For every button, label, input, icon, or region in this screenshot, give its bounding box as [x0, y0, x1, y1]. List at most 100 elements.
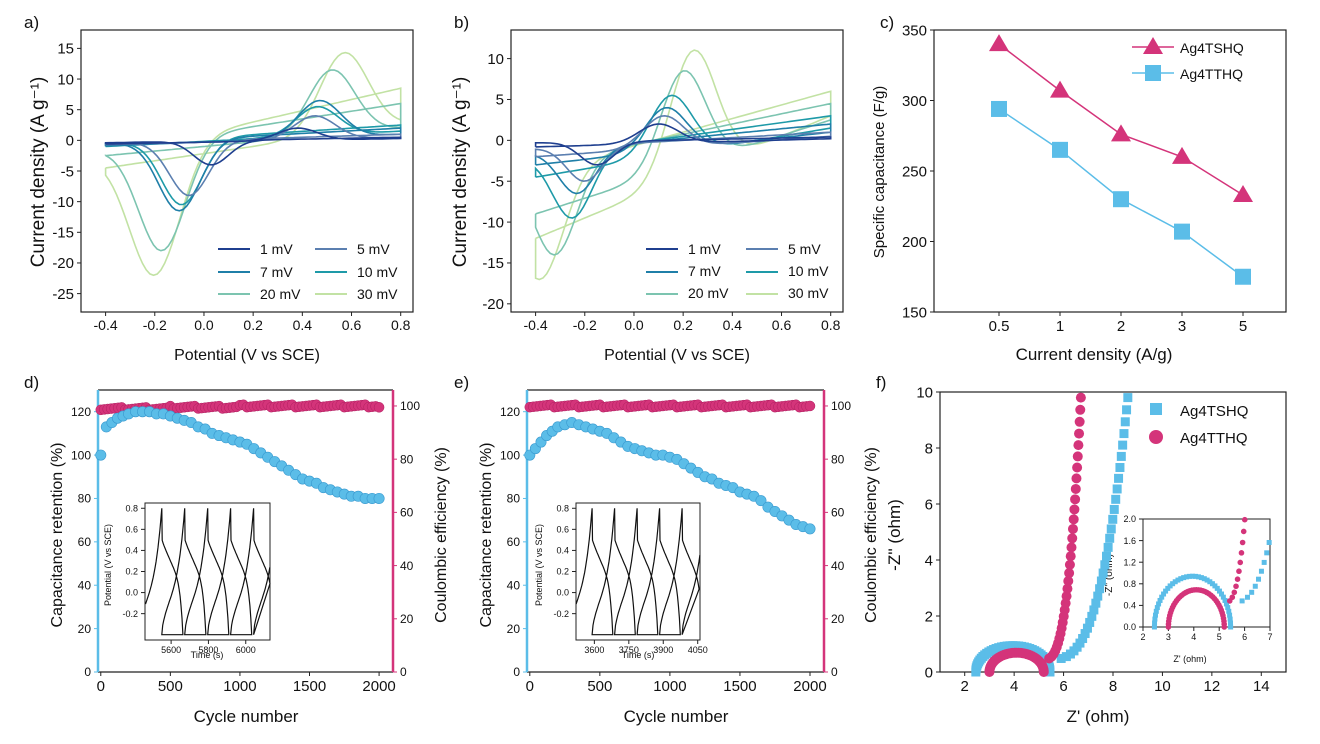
inset-f-xlabel: Z' (ohm)	[1173, 654, 1206, 664]
y-tick-label: 4	[925, 552, 933, 569]
cv-line-7mV	[104, 99, 402, 212]
inset-d-ylabel: Potential (V vs SCE)	[103, 524, 113, 606]
eis-point	[1106, 524, 1116, 534]
y-tick-label: -20	[52, 255, 74, 272]
retention-point	[804, 523, 816, 535]
x-tick-label: 8	[1109, 678, 1117, 695]
y-tick-left-label: 0	[84, 665, 91, 679]
legend-c-2: Ag4TTHQ	[1180, 66, 1243, 82]
legend-b-3: 7 mV	[688, 263, 721, 279]
eis-point	[1074, 428, 1085, 439]
y-tick-right-label: 40	[831, 559, 845, 573]
inset-y-tick-label: 0.4	[556, 546, 569, 556]
x-tick-label: 0.4	[293, 317, 313, 333]
inset-eis-point	[1239, 539, 1246, 546]
y-tick-right-label: 60	[831, 506, 845, 520]
panel-e-ylabel-right: Coulombic efficiency (%)	[863, 447, 880, 623]
inset-y-tick-label: -0.2	[122, 609, 138, 619]
data-point	[1050, 80, 1070, 98]
inset-y-tick-label: -0.2	[553, 609, 569, 619]
inset-eis-point	[1226, 608, 1232, 614]
legend-b-4: 10 mV	[788, 263, 829, 279]
x-tick-label: 12	[1204, 678, 1221, 695]
inset-y-tick-label: 0.0	[125, 588, 138, 598]
y-tick-label: 300	[902, 93, 927, 110]
inset-eis-point	[1172, 579, 1178, 585]
x-tick-label: 6	[1059, 678, 1067, 695]
inset-x-tick-label: 6000	[236, 645, 256, 655]
eis-point	[1119, 429, 1129, 439]
legend-a-4: 10 mV	[357, 264, 398, 280]
inset-gcd-line	[575, 508, 701, 636]
inset-eis-point	[1175, 577, 1181, 583]
x-tick-label: 2	[1117, 318, 1125, 335]
panel-f-ylabel: -Z'' (ohm)	[885, 499, 904, 571]
inset-eis-point	[1195, 574, 1201, 580]
eis-point	[1075, 638, 1085, 648]
eis-point	[1068, 514, 1079, 525]
y-tick-right-label: 40	[400, 559, 414, 573]
x-tick-label: 0.0	[624, 317, 644, 333]
x-tick-label: 0	[526, 678, 534, 695]
inset-x-tick-label: 4050	[688, 645, 708, 655]
panel-label-e: e)	[454, 373, 469, 392]
eis-point	[1100, 560, 1110, 570]
series-group	[104, 51, 402, 277]
x-tick-label: 500	[158, 678, 183, 695]
y-tick-label: 5	[496, 92, 504, 109]
inset-eis-point	[1240, 528, 1247, 535]
eis-point	[1062, 583, 1073, 594]
inset-d-xlabel: Time (s)	[191, 650, 224, 660]
inset-eis-point	[1256, 576, 1262, 582]
data-point	[1233, 184, 1253, 202]
panel-e-xlabel: Cycle number	[624, 707, 729, 726]
panel-c-ylabel: Specific capacitance (F/g)	[871, 86, 888, 259]
y-tick-label: 6	[925, 496, 933, 513]
x-tick-label: 0.8	[821, 317, 841, 333]
inset-eis-point	[1214, 585, 1220, 591]
inset-x-tick-label: 2	[1140, 632, 1145, 642]
legend-swatch	[1145, 65, 1161, 81]
inset-y-tick-label: 0.2	[125, 567, 138, 577]
inset-e-ylabel: Potential (V vs SCE)	[534, 524, 544, 606]
retention-point	[373, 492, 385, 504]
inset-eis-point	[1249, 589, 1255, 595]
inset-eis-point	[1252, 583, 1258, 589]
inset-y-tick-label: 0.6	[125, 524, 138, 534]
x-tick-label: 4	[1010, 678, 1018, 695]
inset-eis-point	[1154, 605, 1160, 611]
x-tick-label: -0.4	[524, 317, 548, 333]
eis-point	[1066, 542, 1077, 553]
data-point	[989, 34, 1009, 52]
x-tick-label: 0.2	[673, 317, 693, 333]
x-tick-label: 500	[587, 678, 612, 695]
x-tick-label: 2000	[362, 678, 395, 695]
y-tick-right-label: 20	[400, 612, 414, 626]
inset-eis-point	[1161, 591, 1167, 597]
y-tick-left-label: 100	[71, 448, 91, 462]
inset-eis-point	[1227, 616, 1233, 622]
inset-y-tick-label: 0.2	[556, 567, 569, 577]
y-tick-left-label: 40	[507, 578, 521, 592]
eis-point	[1075, 404, 1086, 415]
eis-point	[1056, 653, 1066, 663]
panel-e-ylabel: Capacitance retention (%)	[478, 443, 495, 628]
legend-f-1: Ag4TSHQ	[1180, 403, 1248, 420]
panel-a-ylabel: Current density (A g⁻¹)	[28, 77, 49, 268]
panel-d-ylabel-right: Coulombic efficiency (%)	[433, 447, 450, 623]
y-tick-label: 200	[902, 234, 927, 251]
x-tick-label: 0.0	[194, 317, 214, 333]
inset-eis-point	[1266, 539, 1272, 545]
y-tick-left-label: 120	[71, 405, 91, 419]
x-tick-label: 2	[961, 678, 969, 695]
eis-point	[1067, 533, 1078, 544]
inset-frame	[1142, 518, 1271, 628]
x-tick-label: 0.6	[772, 317, 792, 333]
legend-b-5: 20 mV	[688, 285, 729, 301]
data-point	[1235, 268, 1251, 285]
eis-point	[1112, 484, 1122, 494]
inset-x-tick-label: 3	[1166, 632, 1171, 642]
inset-eis-point	[1151, 624, 1157, 630]
cv-line-5mV	[534, 114, 832, 183]
